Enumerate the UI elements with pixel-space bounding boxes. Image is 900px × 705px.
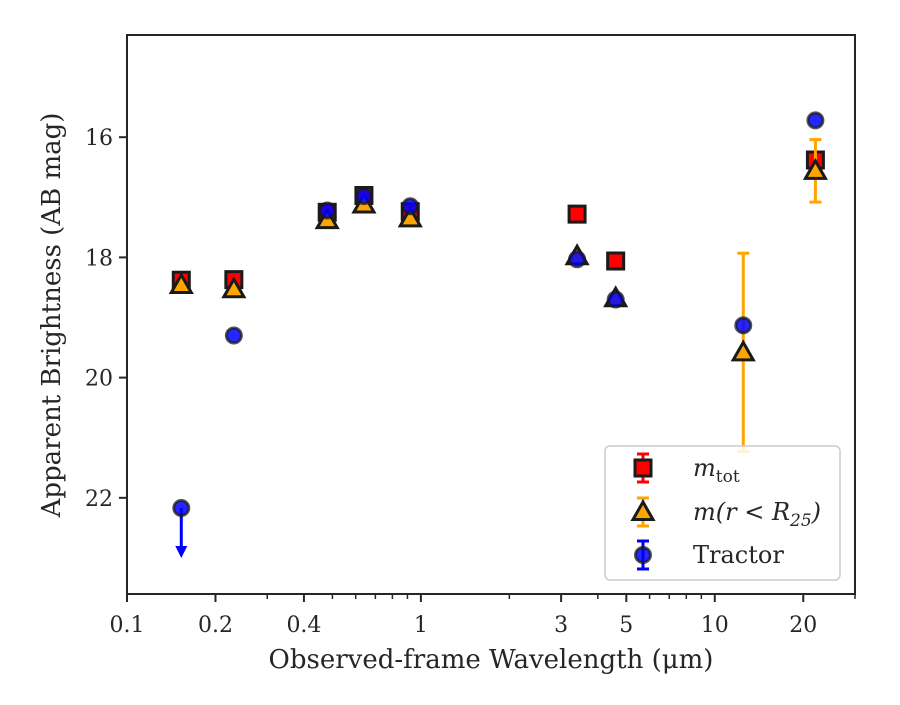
- legend-entry: mtot: [693, 454, 740, 487]
- legend-entry: m(r < R25): [693, 498, 821, 531]
- x-tick-label: 3: [554, 613, 568, 638]
- tractor-point: [401, 197, 420, 216]
- tractor-point: [806, 111, 825, 130]
- y-tick-label: 22: [85, 487, 113, 512]
- x-tick-label: 0.2: [198, 613, 233, 638]
- x-tick-label: 10: [701, 613, 729, 638]
- x-axis-label: Observed-frame Wavelength (μm): [269, 645, 714, 675]
- legend-label: m: [693, 454, 716, 482]
- m-r25-point: [397, 205, 423, 228]
- y-tick-label: 18: [85, 246, 113, 271]
- m-r25-point: [730, 339, 756, 362]
- legend-marker: [630, 498, 656, 521]
- tractor-point: [568, 250, 587, 269]
- tractor-point: [172, 499, 191, 518]
- tractor-point: [734, 316, 753, 335]
- legend-subscript: tot: [716, 467, 740, 487]
- x-tick-label: 1: [414, 613, 428, 638]
- plot-frame: [126, 34, 856, 595]
- x-tick-label: 0.4: [286, 613, 321, 638]
- m-r25-point: [221, 276, 247, 299]
- y-tick-label: 20: [85, 367, 113, 392]
- legend: mtot m(r < R25) Tractor: [604, 445, 841, 581]
- tractor-point: [606, 290, 625, 309]
- x-tick-label: 20: [789, 613, 817, 638]
- m-r25-point: [802, 157, 828, 180]
- x-tick-label: 0.1: [110, 613, 145, 638]
- tractor-point: [318, 201, 337, 220]
- legend-box: [604, 445, 841, 581]
- legend-label: Tractor: [693, 541, 784, 569]
- legend-entry: Tractor: [693, 541, 784, 569]
- tractor-point: [354, 187, 373, 206]
- y-tick-label: 16: [85, 126, 113, 151]
- legend-label: m(r < R: [693, 498, 790, 526]
- legend-marker: [633, 458, 653, 478]
- y-axis-label: Apparent Brightness (AB mag): [37, 113, 67, 519]
- legend-subscript: 25: [789, 511, 812, 531]
- mtot-point: [567, 204, 587, 224]
- x-tick-label: 5: [619, 613, 633, 638]
- mtot-point: [606, 251, 626, 271]
- axis-ticks: 0.1 0.2 0.4 1 3 5 10 20 16 18 20 22: [85, 126, 856, 638]
- m-r25-point: [168, 272, 194, 295]
- legend-suffix: ): [811, 498, 821, 526]
- upper-limit-arrowhead: [175, 546, 188, 559]
- legend-marker: [634, 546, 652, 564]
- tractor-point: [224, 326, 243, 345]
- data-marks: [168, 111, 828, 559]
